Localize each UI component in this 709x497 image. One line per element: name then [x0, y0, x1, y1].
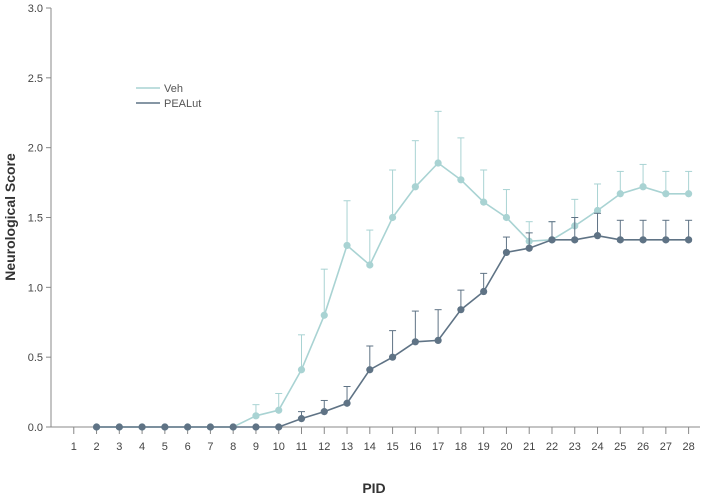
data-point [92, 423, 101, 431]
data-point [297, 366, 306, 374]
x-tick-label: 4 [139, 441, 145, 453]
y-tick-label: 3.0 [28, 3, 43, 15]
legend: Veh PEALut [136, 83, 201, 110]
data-point [639, 183, 647, 191]
x-tick-label: 24 [591, 441, 603, 453]
data-point [662, 190, 670, 198]
data-point [548, 236, 556, 244]
x-tick-label: 3 [116, 441, 122, 453]
x-tick-label: 9 [253, 441, 259, 453]
x-tick-label: 2 [93, 441, 99, 453]
legend-label: PEALut [164, 98, 201, 110]
data-point [616, 190, 624, 198]
x-tick-label: 19 [478, 441, 490, 453]
x-tick-label: 10 [273, 441, 285, 453]
data-point [388, 353, 397, 361]
data-point [343, 241, 351, 250]
data-point [502, 248, 511, 257]
y-tick-label: 2.5 [28, 73, 43, 85]
x-tick-label: 6 [185, 441, 191, 453]
data-point [252, 412, 260, 420]
data-point [593, 232, 602, 240]
data-point [320, 311, 328, 319]
x-tick-label: 14 [364, 441, 376, 453]
data-point [502, 213, 511, 222]
x-tick-label: 17 [432, 441, 444, 453]
x-tick-label: 11 [296, 441, 307, 453]
data-point [275, 406, 283, 414]
x-tick-label: 15 [386, 441, 398, 453]
x-tick-label: 12 [318, 441, 330, 453]
x-tick-label: 27 [660, 441, 672, 453]
data-point [115, 423, 123, 431]
data-point [457, 176, 465, 184]
data-point [388, 213, 397, 222]
x-tick-label: 7 [207, 441, 213, 453]
data-point [275, 423, 283, 431]
data-point [320, 408, 328, 416]
x-tick-label: 26 [637, 441, 649, 453]
x-axis-label: PID [362, 480, 385, 496]
data-point [434, 336, 442, 345]
y-tick-label: 1.0 [28, 282, 43, 294]
y-axis-label: Neurological Score [2, 153, 18, 281]
x-tick-label: 5 [162, 441, 168, 453]
data-point [616, 236, 624, 244]
y-tick-label: 0.5 [28, 352, 43, 364]
data-point [662, 236, 670, 244]
data-point [457, 306, 465, 314]
data-point [411, 338, 419, 346]
data-point [366, 366, 374, 374]
x-tick-label: 22 [546, 441, 558, 453]
x-tick-label: 20 [500, 441, 512, 453]
data-point [343, 399, 351, 407]
x-tick-label: 25 [614, 441, 626, 453]
x-tick-label: 16 [409, 441, 421, 453]
data-point [525, 244, 533, 252]
data-point [571, 236, 579, 244]
data-point [480, 198, 488, 206]
data-point [593, 206, 602, 215]
data-point [685, 190, 693, 198]
data-point [685, 236, 693, 244]
x-tick-label: 1 [71, 441, 77, 453]
data-point [639, 236, 647, 244]
data-point [252, 423, 260, 431]
series-pealut [92, 212, 693, 431]
data-point [184, 423, 192, 431]
data-point [366, 261, 374, 269]
data-point [411, 183, 419, 191]
y-tick-label: 1.5 [28, 213, 43, 225]
data-point [434, 159, 442, 167]
y-tick-label: 2.0 [28, 143, 43, 155]
data-point [138, 423, 146, 431]
y-tick-label: 0.0 [28, 422, 43, 434]
data-point [206, 423, 215, 431]
data-point [297, 415, 306, 423]
data-point [480, 287, 488, 296]
x-tick-label: 18 [455, 441, 467, 453]
series-layer [92, 110, 693, 431]
data-point [161, 423, 169, 431]
x-tick-label: 13 [341, 441, 353, 453]
x-tick-label: 21 [523, 441, 535, 453]
series-veh [92, 110, 693, 431]
x-tick-label: 8 [230, 441, 236, 453]
x-tick-label: 28 [682, 441, 694, 453]
legend-label: Veh [164, 83, 183, 95]
tick-labels: 0.00.51.01.52.02.53.01 2 3 4 5 6 7 8 9 10 11 12 13 14… [28, 3, 695, 453]
data-point [229, 423, 237, 431]
x-tick-label: 23 [569, 441, 581, 453]
